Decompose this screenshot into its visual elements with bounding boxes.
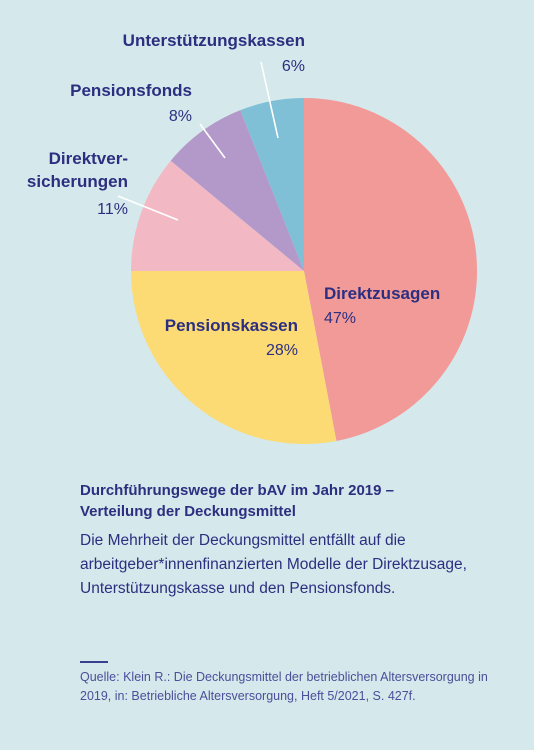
slice-label-pensionsfonds: Pensionsfonds xyxy=(70,81,192,100)
slice-value-pensionskassen: 28% xyxy=(266,342,298,359)
chart-description: Die Mehrheit der Deckungsmittel entfällt… xyxy=(80,532,467,597)
slice-value-direktversicherungen: 11% xyxy=(97,201,128,218)
pie-slice-direktzusagen xyxy=(304,98,478,441)
pie-slice-unterstützungskassen xyxy=(240,98,304,271)
pie-slice-pensionsfonds xyxy=(170,110,304,272)
leader-line-unterstützungskassen xyxy=(260,61,279,139)
chart-title: Durchführungswege der bAV im Jahr 2019 –… xyxy=(80,480,500,522)
slice-value-pensionsfonds: 8% xyxy=(169,108,192,125)
pie-slice-pensionskassen xyxy=(131,271,337,445)
slice-label-unterstützungskassen: Unterstützungskassen xyxy=(123,31,305,50)
pie-chart: Direktzusagen 47% Pensionskassen 28% Direktv… xyxy=(27,31,478,445)
slice-labels: Direktzusagen 47% Pensionskassen 28% Direktv… xyxy=(27,31,440,359)
pie-slice-direktversicherungen xyxy=(131,160,304,271)
slice-label-direktversicherungen: Direktver-sicherungen xyxy=(27,149,128,191)
source-note: Quelle: Klein R.: Die Deckungsmittel der… xyxy=(80,670,488,703)
leader-line-pensionsfonds xyxy=(199,123,226,159)
leader-lines xyxy=(117,61,279,221)
slice-value-direktzusagen: 47% xyxy=(324,310,356,327)
chart-caption: Durchführungswege der bAV im Jahr 2019 –… xyxy=(80,480,500,601)
slice-label-direktzusagen: Direktzusagen xyxy=(324,284,440,303)
leader-line-direktversicherungen xyxy=(117,195,179,221)
slice-label-pensionskassen: Pensionskassen xyxy=(165,316,298,335)
slice-value-unterstützungskassen: 6% xyxy=(282,58,305,75)
pie-slices xyxy=(131,98,478,445)
source-divider xyxy=(80,661,108,663)
chart-title-line-2: Verteilung der Deckungsmittel xyxy=(80,503,296,520)
chart-title-line-1: Durchführungswege der bAV im Jahr 2019 – xyxy=(80,482,394,499)
